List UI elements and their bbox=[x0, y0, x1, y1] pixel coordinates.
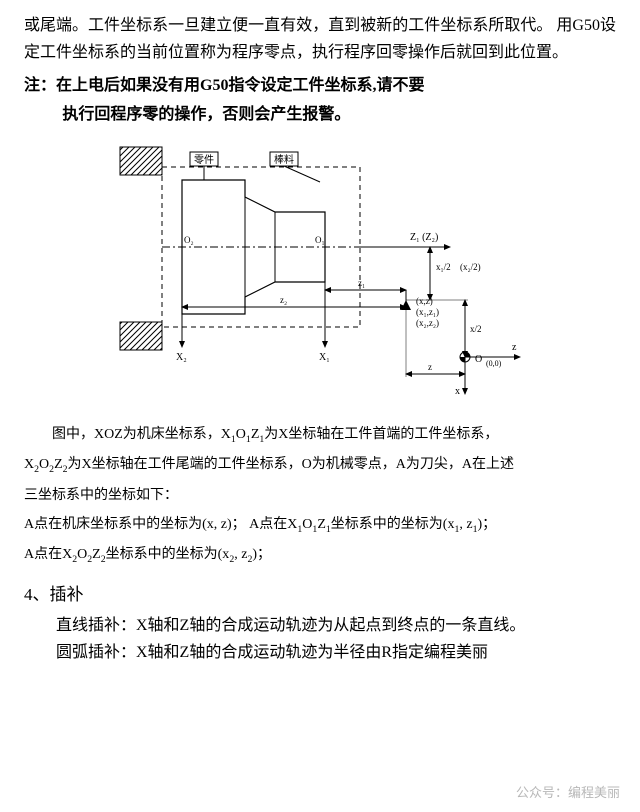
desc-p5c: , z bbox=[234, 547, 247, 562]
coordinate-diagram: 零件 棒料 O₂ O₁ Z₁ (Z₂) X₂ X₁ z₁ z₂ x₁/2 (x₂… bbox=[110, 142, 530, 402]
label-O2: O₂ bbox=[184, 235, 194, 245]
label-xaxis: x bbox=[455, 386, 460, 397]
section4-title: 4、插补 bbox=[24, 581, 616, 610]
arc-interp: 圆弧插补：X轴和Z轴的合成运动轨迹为半径由R指定编程美丽 bbox=[24, 639, 616, 666]
label-stock: 棒料 bbox=[274, 153, 294, 166]
label-A-xz: (x,z) bbox=[416, 296, 433, 306]
desc-p5b: 坐标系中的坐标为(x bbox=[106, 547, 230, 562]
label-Z1: Z₁ (Z₂) bbox=[410, 232, 438, 243]
desc-p4c: , z bbox=[459, 517, 472, 532]
label-x22: (x₂/2) bbox=[460, 262, 481, 272]
desc-p4b: 坐标系中的坐标为(x bbox=[331, 517, 455, 532]
label-x12: x₁/2 bbox=[436, 262, 451, 272]
label-O1: O₁ bbox=[315, 235, 325, 245]
label-x2dim: x/2 bbox=[470, 324, 482, 334]
desc-p5d: )； bbox=[252, 547, 271, 562]
diagram-container: 零件 棒料 O₂ O₁ Z₁ (Z₂) X₂ X₁ z₁ z₂ x₁/2 (x₂… bbox=[24, 142, 616, 402]
label-O: O bbox=[475, 354, 482, 365]
label-A-x2z2: (x₂,z₂) bbox=[416, 318, 439, 328]
label-X1: X₁ bbox=[319, 352, 330, 363]
desc-p2b: 为X坐标轴在工件尾端的工件坐标系，O为机械零点，A为刀尖，A在上述 bbox=[68, 457, 514, 472]
label-X2: X₂ bbox=[176, 352, 187, 363]
desc-p4a: A点在机床坐标系中的坐标为(x, z)； A点在X bbox=[24, 517, 297, 532]
desc-p1b: 为X坐标轴在工件首端的工件坐标系， bbox=[264, 427, 498, 442]
desc-p4d: )； bbox=[477, 517, 496, 532]
desc-p3: 三坐标系中的坐标如下： bbox=[24, 481, 616, 510]
label-part: 零件 bbox=[194, 154, 214, 166]
note-block: 注：在上电后如果没有用G50指令设定工件坐标系,请不要 执行回程序零的操作，否则… bbox=[24, 72, 616, 130]
note-line1: 在上电后如果没有用G50指令设定工件坐标系,请不要 bbox=[56, 77, 424, 94]
desc-p5a: A点在X bbox=[24, 547, 72, 562]
description-block: 图中，XOZ为机床坐标系，X1O1Z1为X坐标轴在工件首端的工件坐标系， X2O… bbox=[24, 420, 616, 571]
note-prefix: 注： bbox=[24, 77, 56, 94]
label-A-x1z1: (x₁,z₁) bbox=[416, 307, 439, 317]
label-z1: z₁ bbox=[358, 278, 365, 288]
label-zdim: z bbox=[428, 362, 432, 372]
line-interp: 直线插补：X轴和Z轴的合成运动轨迹为从起点到终点的一条直线。 bbox=[24, 612, 616, 639]
desc-p1a: 图中，XOZ为机床坐标系，X bbox=[52, 427, 231, 442]
watermark: 公众号：编程美丽 bbox=[516, 782, 620, 804]
label-origin: (0,0) bbox=[486, 359, 502, 368]
label-zaxis: z bbox=[512, 342, 517, 353]
label-z2: z₂ bbox=[280, 295, 287, 305]
note-line2: 执行回程序零的操作，否则会产生报警。 bbox=[24, 101, 616, 130]
desc-p2a: X bbox=[24, 457, 34, 472]
intro-paragraph: 或尾端。工件坐标系一旦建立便一直有效，直到被新的工件坐标系所取代。 用G50设定… bbox=[24, 12, 616, 66]
